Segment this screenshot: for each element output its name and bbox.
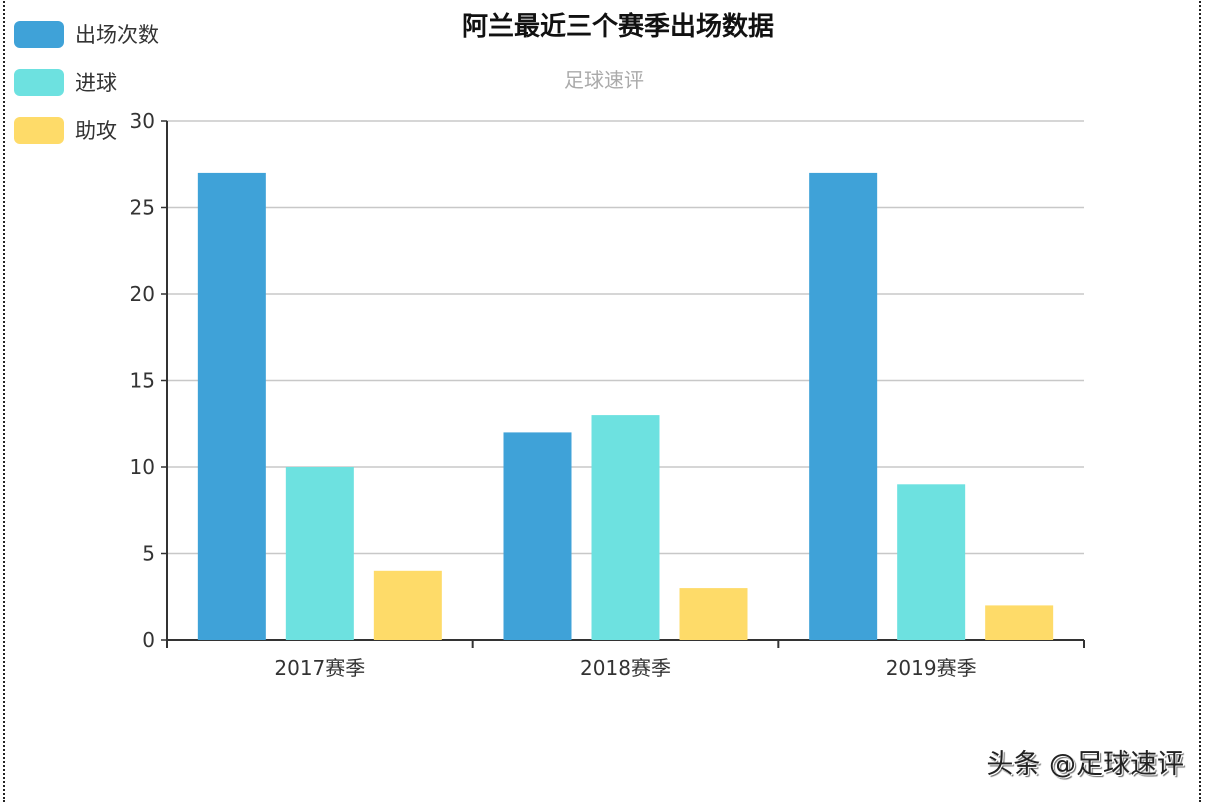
legend-swatch [14, 68, 64, 96]
chart-subtitle: 足球速评 [564, 68, 644, 92]
y-tick-label: 30 [130, 109, 155, 133]
x-tick-label: 2019赛季 [886, 656, 977, 680]
y-tick-label: 25 [130, 196, 155, 220]
y-tick-label: 5 [142, 542, 155, 566]
legend-label: 助攻 [75, 119, 117, 143]
y-tick-label: 0 [142, 628, 155, 652]
chart-title: 阿兰最近三个赛季出场数据 [461, 12, 774, 42]
legend-item-goals[interactable]: 进球 [14, 58, 159, 106]
bar [197, 172, 266, 640]
bar [591, 415, 660, 640]
bar [809, 172, 878, 640]
x-tick-label: 2017赛季 [274, 656, 365, 680]
y-tick-label: 10 [130, 455, 155, 479]
legend-swatch [14, 20, 64, 48]
page-border [3, 0, 1201, 802]
legend-item-appearances[interactable]: 出场次数 [14, 10, 159, 58]
y-tick-label: 15 [130, 369, 155, 393]
bar [373, 570, 442, 640]
watermark: 头条 @足球速评 [986, 749, 1184, 780]
legend-label: 出场次数 [75, 23, 159, 47]
legend-swatch [14, 116, 64, 144]
bar [897, 484, 966, 640]
legend: 出场次数 进球 助攻 [14, 10, 159, 154]
bar [503, 432, 572, 640]
bar [679, 588, 748, 640]
x-tick-label: 2018赛季 [580, 656, 671, 680]
bar [285, 467, 354, 640]
bar [985, 605, 1054, 640]
legend-label: 进球 [75, 71, 117, 95]
y-tick-label: 20 [130, 282, 155, 306]
legend-item-assists[interactable]: 助攻 [14, 106, 159, 154]
